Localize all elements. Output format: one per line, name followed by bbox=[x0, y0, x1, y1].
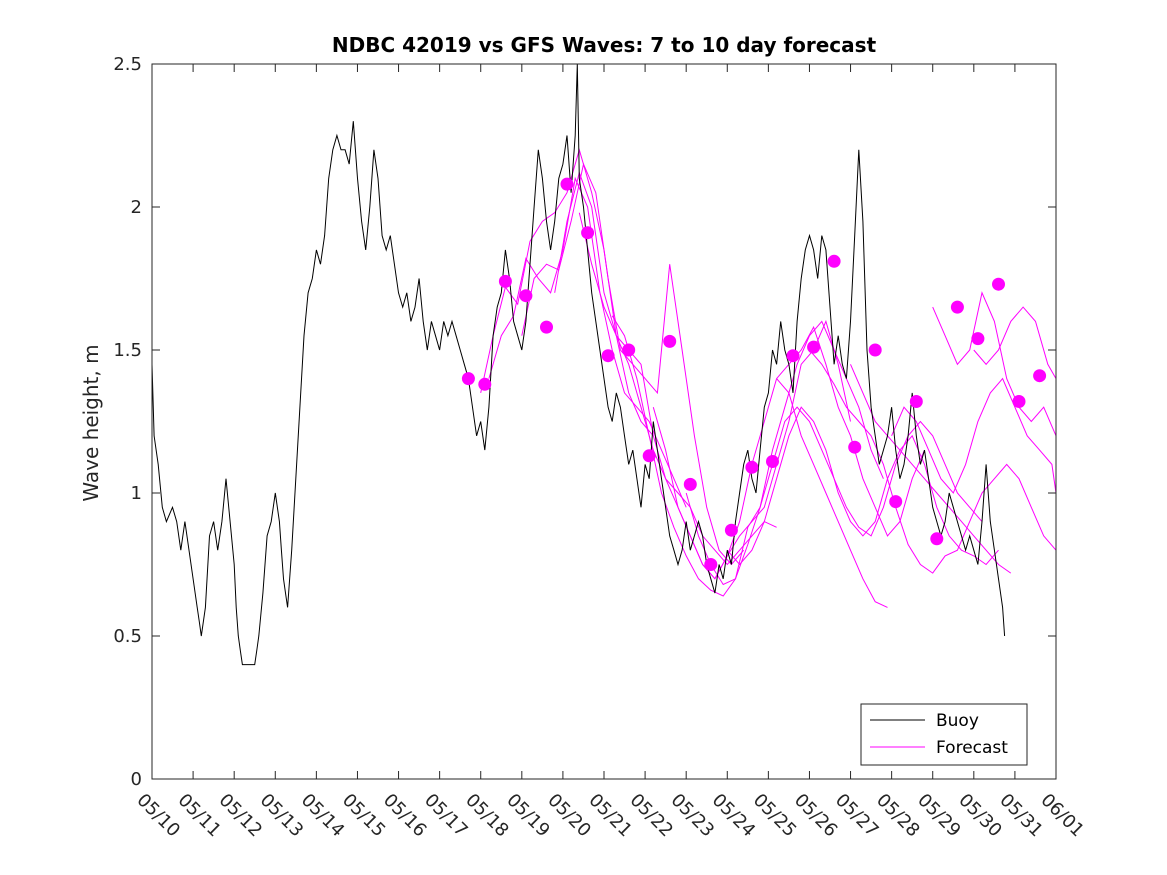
legend-buoy-label: Buoy bbox=[936, 711, 979, 731]
forecast-marker bbox=[807, 340, 821, 354]
forecast-marker bbox=[1012, 395, 1026, 408]
forecast-line bbox=[611, 315, 884, 597]
forecast-marker bbox=[786, 349, 800, 363]
forecast-line bbox=[932, 291, 1057, 436]
y-tick-label: 2.5 bbox=[113, 54, 142, 75]
forecast-marker bbox=[1033, 369, 1047, 383]
forecast-marker bbox=[461, 372, 475, 386]
forecast-marker bbox=[930, 532, 944, 546]
legend-forecast-label: Forecast bbox=[936, 738, 1008, 758]
forecast-marker bbox=[868, 343, 882, 357]
forecast-line bbox=[480, 147, 654, 437]
forecast-line bbox=[776, 378, 888, 608]
axes-background bbox=[152, 64, 1056, 779]
forecast-marker bbox=[581, 226, 595, 240]
buoy-series bbox=[151, 63, 1006, 666]
legend-box bbox=[860, 703, 1028, 766]
forecast-marker bbox=[519, 289, 533, 303]
forecast-marker bbox=[663, 334, 677, 348]
forecast-marker bbox=[745, 460, 759, 474]
forecast-marker bbox=[909, 395, 923, 408]
chart-title: NDBC 42019 vs GFS Waves: 7 to 10 day for… bbox=[332, 33, 877, 57]
forecast-marker bbox=[950, 300, 964, 314]
forecast-marker bbox=[540, 320, 553, 334]
forecast-line bbox=[850, 364, 1012, 574]
forecast-marker bbox=[848, 440, 862, 454]
y-tick-label: 1 bbox=[131, 483, 142, 504]
forecast-marker bbox=[601, 349, 615, 363]
forecast-marker bbox=[642, 449, 656, 463]
forecast-marker bbox=[704, 558, 718, 571]
forecast-marker bbox=[889, 495, 903, 509]
y-tick-label: 2 bbox=[131, 197, 142, 218]
forecast-marker bbox=[560, 177, 574, 191]
y-tick-label: 0 bbox=[131, 769, 142, 790]
buoy-line bbox=[151, 63, 1006, 666]
forecast-series bbox=[480, 147, 1057, 608]
forecast-marker bbox=[683, 477, 697, 491]
forecast-marker bbox=[766, 455, 779, 468]
forecast-markers bbox=[461, 177, 1047, 571]
forecast-line bbox=[726, 406, 999, 566]
y-axis-label: Wave height, m bbox=[79, 344, 103, 501]
forecast-marker bbox=[622, 343, 636, 357]
axes-box bbox=[151, 63, 1057, 780]
y-axis-ticks: 0 0.5 1 1.5 2 2.5 bbox=[113, 54, 1056, 790]
forecast-line bbox=[891, 377, 1057, 494]
forecast-marker bbox=[827, 254, 841, 268]
forecast-marker bbox=[724, 523, 738, 537]
forecast-marker bbox=[992, 277, 1005, 291]
forecast-line bbox=[488, 176, 687, 508]
legend: Buoy Forecast bbox=[860, 703, 1028, 766]
y-tick-label: 1.5 bbox=[113, 340, 142, 361]
forecast-line bbox=[973, 306, 1057, 379]
forecast-line bbox=[809, 349, 1057, 574]
y-tick-label: 0.5 bbox=[113, 626, 142, 647]
forecast-marker bbox=[971, 332, 985, 346]
forecast-marker bbox=[478, 377, 492, 391]
forecast-marker bbox=[498, 274, 512, 288]
